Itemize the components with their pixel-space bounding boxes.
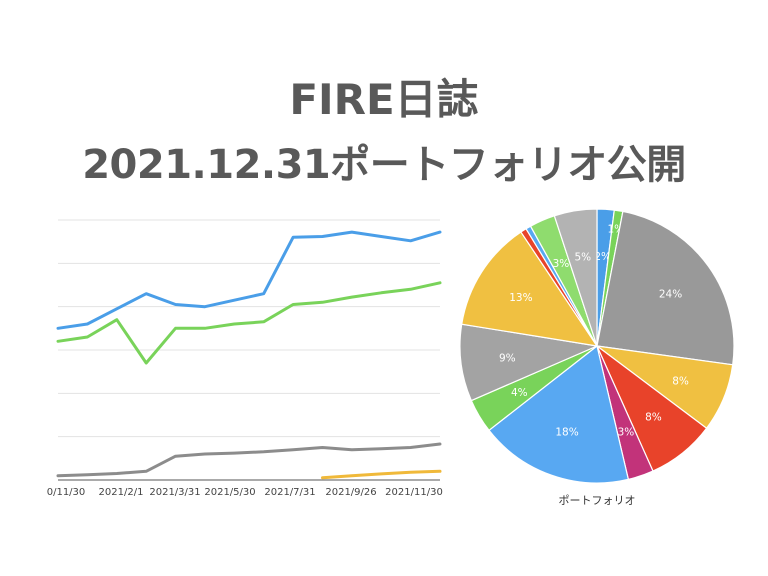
pie-slice-9 xyxy=(461,231,599,347)
pie-caption: ポートフォリオ xyxy=(559,494,636,507)
x-tick-label: 2021/9/26 xyxy=(325,487,376,498)
x-tick-label: 2021/5/30 xyxy=(204,487,255,498)
pie-slice-label: 24% xyxy=(659,288,682,300)
page-title: FIRE日誌 xyxy=(289,75,479,124)
x-tick-label: 2021/11/30 xyxy=(385,487,443,498)
pie-slice-label: 8% xyxy=(645,412,662,424)
pie-slice-label: 8% xyxy=(672,375,689,387)
pie-slice-label: 3% xyxy=(618,427,635,439)
pie-slice-2 xyxy=(596,210,735,366)
pie-slice-label: 5% xyxy=(574,252,591,264)
pie-slice-label: 4% xyxy=(511,387,528,399)
series-line-3 xyxy=(321,469,442,480)
pie-slice-label: 13% xyxy=(509,292,532,304)
series-line-0 xyxy=(56,230,442,330)
page-subtitle: 2021.12.31ポートフォリオ公開 xyxy=(82,142,686,188)
pie-slice-label: 9% xyxy=(499,352,516,364)
x-tick-label: 0/11/30 xyxy=(47,487,86,498)
pie-slice-13 xyxy=(553,208,598,347)
series-line-1 xyxy=(56,281,442,365)
series-line-2 xyxy=(56,442,442,478)
x-tick-label: 2021/3/31 xyxy=(149,487,200,498)
pie-slice-label: 2% xyxy=(594,251,611,263)
x-tick-label: 2021/7/31 xyxy=(264,487,315,498)
pie-slice-label: 18% xyxy=(555,426,578,438)
x-tick-label: 2021/2/1 xyxy=(99,487,144,498)
pie-slice-6 xyxy=(488,344,630,484)
pie-slice-label: 3% xyxy=(553,258,570,270)
